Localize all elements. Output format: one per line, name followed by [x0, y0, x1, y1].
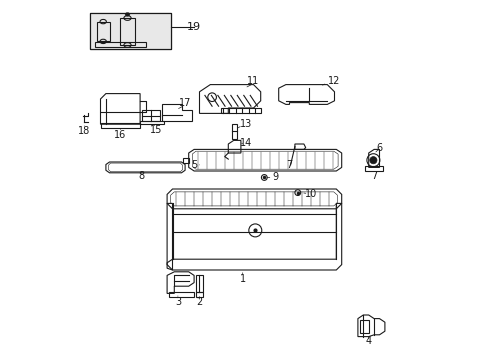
Text: 17: 17	[179, 98, 191, 108]
Text: 11: 11	[247, 76, 259, 86]
Text: 6: 6	[376, 143, 382, 153]
Text: 13: 13	[240, 119, 252, 129]
Text: 12: 12	[327, 76, 340, 86]
Text: 4: 4	[365, 336, 371, 346]
Text: 7: 7	[286, 160, 292, 170]
Text: 15: 15	[150, 125, 162, 135]
Text: 14: 14	[240, 138, 252, 148]
Text: 16: 16	[114, 130, 126, 140]
Text: 3: 3	[175, 297, 181, 307]
Text: 8: 8	[139, 171, 144, 181]
Text: 10: 10	[305, 189, 317, 199]
Text: 18: 18	[78, 126, 90, 136]
Text: 19: 19	[186, 22, 201, 32]
Text: 1: 1	[239, 274, 245, 284]
Text: 5: 5	[191, 160, 197, 170]
Circle shape	[369, 157, 376, 164]
Ellipse shape	[125, 13, 130, 16]
Text: 7: 7	[370, 171, 376, 181]
Polygon shape	[89, 13, 170, 49]
Text: 9: 9	[271, 172, 278, 183]
Text: 2: 2	[196, 297, 202, 307]
